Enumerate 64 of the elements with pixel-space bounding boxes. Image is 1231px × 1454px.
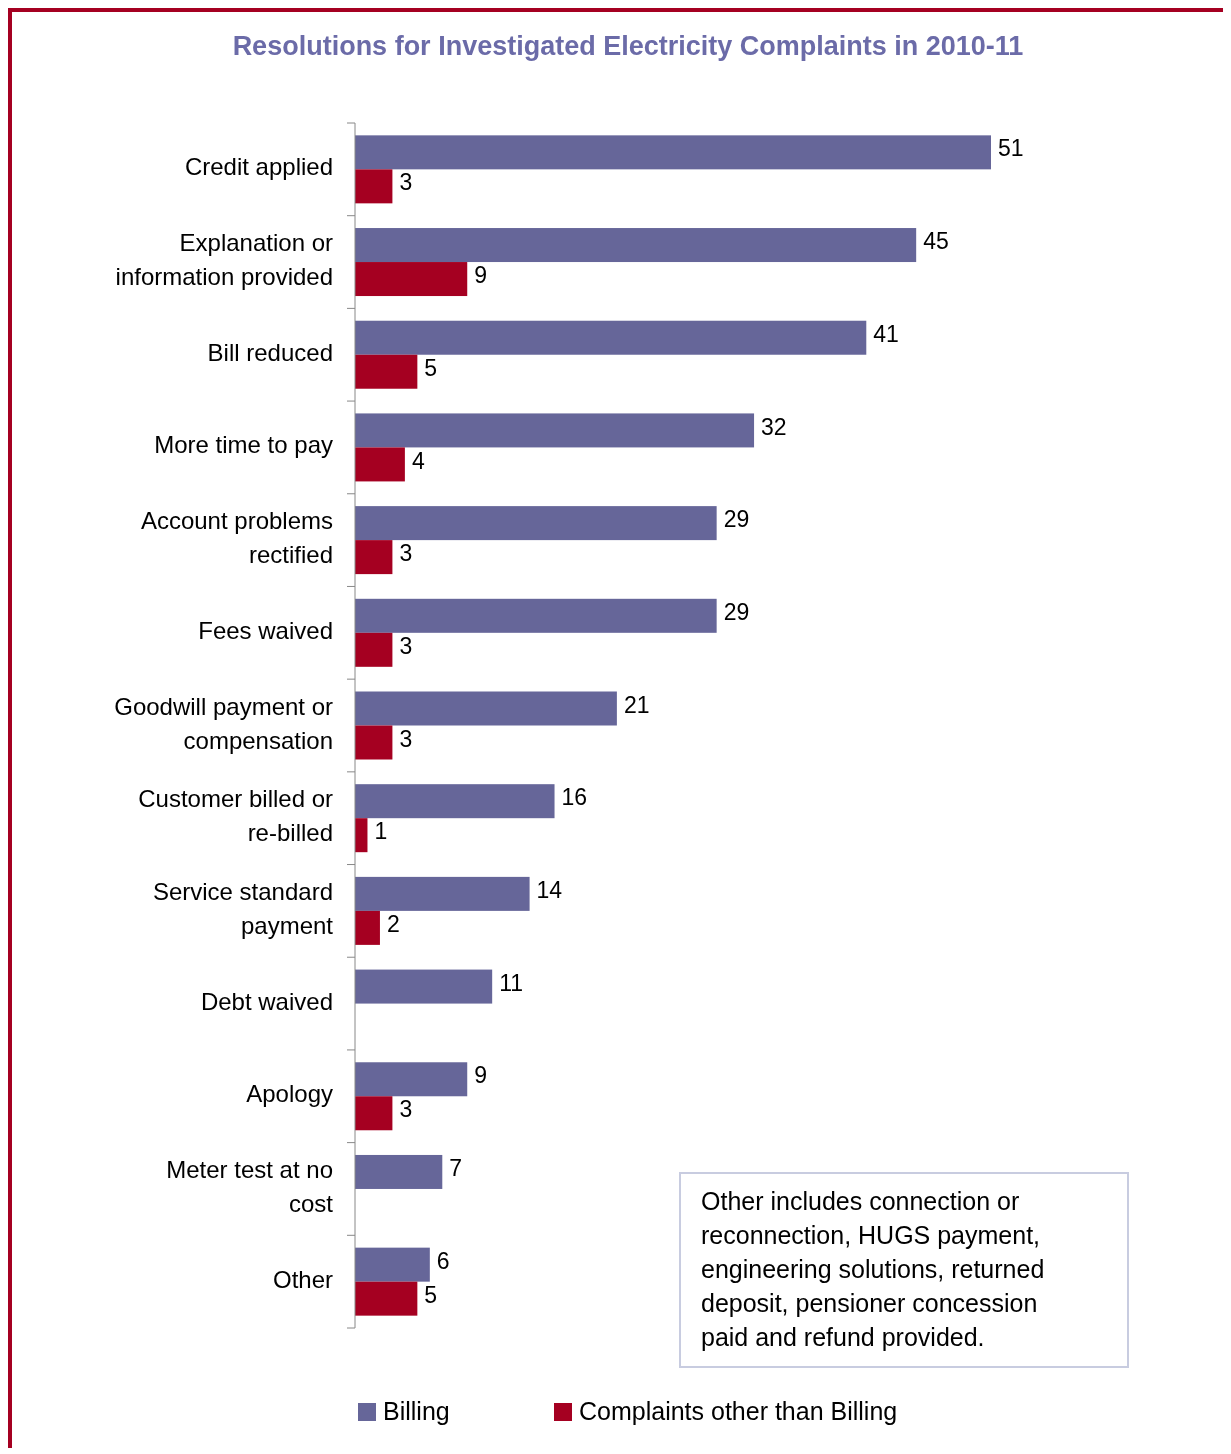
y-tick-label: Service standard payment bbox=[152, 878, 334, 940]
bar bbox=[355, 1247, 430, 1282]
data-label: 51 bbox=[998, 135, 1024, 162]
legend-label: Complaints other than Billing bbox=[579, 1396, 898, 1425]
bar bbox=[355, 540, 393, 575]
data-label: 1 bbox=[374, 818, 388, 845]
bar bbox=[355, 413, 755, 448]
y-tick-label: Customer billed or re-billed bbox=[138, 785, 333, 847]
bar bbox=[355, 1062, 468, 1097]
y-tick-label: More time to pay bbox=[154, 431, 333, 459]
data-label: 32 bbox=[761, 413, 787, 440]
bar bbox=[355, 1154, 443, 1189]
data-label: 29 bbox=[723, 598, 750, 625]
data-label: 5 bbox=[424, 354, 438, 381]
bar bbox=[355, 506, 717, 541]
chart-title: Resolutions for Investigated Electricity Complaints in 2010-11 bbox=[232, 31, 1024, 61]
bar bbox=[355, 784, 555, 819]
y-tick-label: Other bbox=[272, 1266, 333, 1293]
data-label: 3 bbox=[399, 540, 413, 567]
data-label: 7 bbox=[449, 1155, 463, 1182]
bar bbox=[355, 876, 530, 911]
y-tick-label: Goodwill payment or compensation bbox=[114, 692, 334, 754]
data-label: 4 bbox=[411, 447, 425, 474]
bar bbox=[355, 354, 418, 389]
bar bbox=[355, 969, 493, 1004]
data-label: 16 bbox=[561, 784, 588, 811]
data-label: 3 bbox=[399, 169, 413, 196]
data-label: 45 bbox=[923, 228, 949, 255]
data-label: 9 bbox=[474, 262, 488, 289]
data-label: 9 bbox=[474, 1062, 488, 1089]
legend-label: Billing bbox=[383, 1396, 450, 1425]
bar bbox=[355, 725, 393, 760]
bar bbox=[355, 447, 405, 482]
annotation: Other includes connection or reconnection, HUGS payment, engineering solutions, returned deposit, pensioner concession paid and refund provided. bbox=[701, 1186, 1045, 1351]
bar bbox=[355, 632, 393, 667]
bar bbox=[355, 169, 393, 204]
data-label: 3 bbox=[399, 632, 413, 659]
bar bbox=[355, 1096, 393, 1131]
data-label: 6 bbox=[436, 1247, 450, 1274]
bar bbox=[355, 228, 917, 263]
data-label: 3 bbox=[399, 1096, 413, 1123]
y-tick-label: Account problems rectified bbox=[140, 507, 333, 569]
bar bbox=[355, 262, 468, 297]
y-tick-label: Apology bbox=[246, 1080, 333, 1108]
data-label: 41 bbox=[873, 320, 899, 347]
data-label: 29 bbox=[723, 506, 750, 533]
y-tick-label: Bill reduced bbox=[207, 339, 333, 367]
bar bbox=[355, 1281, 418, 1316]
bar bbox=[355, 320, 867, 355]
data-label: 21 bbox=[623, 691, 650, 718]
data-label: 5 bbox=[424, 1281, 438, 1308]
y-tick-label: Fees waived bbox=[198, 617, 333, 645]
data-label: 11 bbox=[499, 969, 524, 996]
bar bbox=[355, 910, 380, 945]
bar bbox=[355, 691, 617, 726]
data-label: 3 bbox=[399, 725, 413, 752]
y-tick-label: Explanation or information provided bbox=[115, 229, 333, 291]
y-tick-label: Debt waived bbox=[200, 987, 333, 1015]
bar bbox=[355, 598, 717, 633]
data-label: 14 bbox=[536, 876, 563, 903]
data-label: 2 bbox=[386, 910, 400, 937]
y-tick-label: Meter test at no cost bbox=[166, 1156, 334, 1218]
y-tick-label: Credit applied bbox=[184, 153, 333, 181]
bar bbox=[355, 135, 991, 170]
